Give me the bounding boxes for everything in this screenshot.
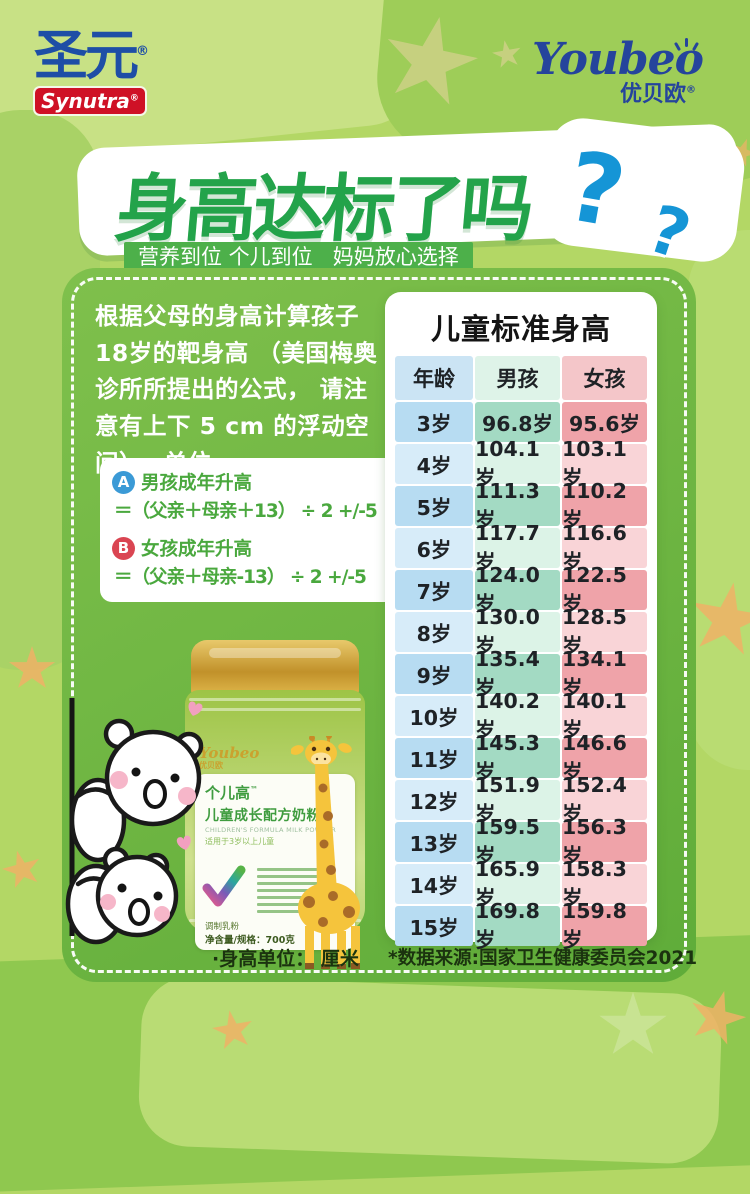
poster-subtitle: 营养到位 个儿到位 妈妈放心选择 (124, 242, 473, 273)
bg-blob (688, 230, 750, 770)
table-cell: 159.5岁 (475, 815, 560, 868)
table-cell: 9岁 (395, 654, 473, 694)
footnote-unit: ·身高单位： 厘米 (212, 948, 359, 970)
table-cell: 116.6岁 (562, 521, 647, 574)
intro-paragraph: 根据父母的身高计算孩子 18岁的靶身高 （美国梅奥 诊所所提出的公式， 请注 意… (95, 302, 378, 477)
footnote-source: *数据来源:国家卫生健康委员会2021 (388, 948, 698, 969)
synutra-logo-cn: 圣元® (34, 24, 149, 87)
table-cell: 15岁 (395, 906, 473, 946)
table-header-2: 女孩 (562, 356, 647, 400)
table-cell: 96.8岁 (475, 402, 560, 442)
table-cell: 146.6岁 (562, 731, 647, 784)
can-lid (191, 640, 359, 698)
table-cell: 159.8岁 (562, 899, 647, 952)
can-net-weight: 净含量/规格：700克 (205, 935, 295, 946)
giraffe-illustration (291, 736, 360, 969)
formula-boys-name: 男孩成年升高 (141, 473, 253, 494)
table-cell: 111.3岁 (475, 479, 560, 532)
table-cell: 140.1岁 (562, 689, 647, 742)
table-cell: 103.1岁 (562, 437, 647, 490)
table-cell: 95.6岁 (562, 402, 647, 442)
trademark-icon: ™ (250, 785, 259, 794)
table-cell: 117.7岁 (475, 521, 560, 574)
formula-boys: A 男孩成年升高 ＝（父亲＋母亲＋13） ÷ 2 +/-5 (112, 469, 390, 523)
table-cell: 14岁 (395, 864, 473, 904)
table-cell: 158.3岁 (562, 857, 647, 910)
formula-boys-expression: ＝（父亲＋母亲＋13） ÷ 2 +/-5 (114, 501, 378, 522)
table-cell: 104.1岁 (475, 437, 560, 490)
table-cell: 8岁 (395, 612, 473, 652)
table-cell: 12岁 (395, 780, 473, 820)
poster-title: 身高达标了吗 (111, 167, 534, 252)
can-feature-list (257, 868, 319, 917)
can-body: Youbeo 优贝欧 个儿高™ 儿童成长配方奶粉 CHILDREN'S FORM… (185, 690, 365, 969)
table-cell: 3岁 (395, 402, 473, 442)
table-cell: 110.2岁 (562, 479, 647, 532)
height-table-card: 儿童标准身高 年龄 男孩 女孩 3岁 96.8岁 95.6岁 4岁 104.1岁 103.1岁 5… (385, 292, 657, 952)
can-brand-logo: Youbeo 优贝欧 (199, 744, 260, 770)
table-cell: 6岁 (395, 528, 473, 568)
checkmark-icon (202, 865, 246, 907)
table-cell: 10岁 (395, 696, 473, 736)
can-product-name: 个儿高™ (205, 784, 259, 802)
can-product-desc: 儿童成长配方奶粉 (205, 808, 321, 824)
youbeo-logo: Youbeo 优贝欧® (525, 38, 710, 108)
formula-girls-expression: ＝（父亲＋母亲-13） ÷ 2 +/-5 (114, 567, 367, 588)
table-cell: 4岁 (395, 444, 473, 484)
table-cell: 152.4岁 (562, 773, 647, 826)
table-cell: 122.5岁 (562, 563, 647, 616)
table-header-1: 男孩 (475, 356, 560, 400)
formula-girls-name: 女孩成年升高 (141, 539, 253, 560)
youbeo-logo-cn: 优贝欧® (619, 82, 696, 107)
table-cell: 124.0岁 (475, 563, 560, 616)
table-cell: 134.1岁 (562, 647, 647, 700)
table-cell: 13岁 (395, 822, 473, 862)
table-cell: 135.4岁 (475, 647, 560, 700)
product-can: Youbeo 优贝欧 个儿高™ 儿童成长配方奶粉 CHILDREN'S FORM… (185, 640, 365, 969)
height-table-grid: 年龄 男孩 女孩 3岁 96.8岁 95.6岁 4岁 104.1岁 103.1岁 5岁 111.3岁… (393, 356, 649, 952)
can-ridge (189, 708, 361, 711)
badge-b-icon: B (112, 536, 135, 560)
table-cell: 130.0岁 (475, 605, 560, 658)
table-cell: 5岁 (395, 486, 473, 526)
can-suitable-age: 适用于3岁以上儿童 (205, 837, 275, 846)
registered-mark-icon: ® (136, 44, 149, 59)
formula-card: A 男孩成年升高 ＝（父亲＋母亲＋13） ÷ 2 +/-5 B 女孩成年升高 ＝… (100, 458, 402, 602)
table-cell: 140.2岁 (475, 689, 560, 742)
table-cell: 128.5岁 (562, 605, 647, 658)
can-brand-cn: 优贝欧 (199, 761, 223, 770)
bears-illustration (65, 698, 204, 945)
table-cell: 156.3岁 (562, 815, 647, 868)
synutra-logo-banner: Synutra® (33, 85, 147, 116)
main-panel: 根据父母的身高计算孩子 18岁的靶身高 （美国梅奥 诊所所提出的公式， 请注 意… (62, 268, 698, 982)
height-table-title: 儿童标准身高 (430, 312, 611, 346)
table-cell: 165.9岁 (475, 857, 560, 910)
formula-girls: B 女孩成年升高 ＝（父亲＋母亲-13） ÷ 2 +/-5 (112, 535, 390, 589)
can-ridge (189, 698, 361, 701)
table-cell: 151.9岁 (475, 773, 560, 826)
registered-mark-icon: ® (129, 93, 139, 104)
table-cell: 145.3岁 (475, 731, 560, 784)
table-cell: 169.8岁 (475, 899, 560, 952)
can-milk-type: 调制乳粉 (205, 922, 240, 932)
sparkle-icon (685, 38, 688, 47)
registered-mark-icon: ® (686, 84, 696, 96)
table-cell: 11岁 (395, 738, 473, 778)
star-icon (0, 845, 46, 893)
badge-a-icon: A (112, 470, 135, 494)
synutra-logo: 圣元® Synutra® (30, 24, 150, 116)
table-header-0: 年龄 (395, 356, 473, 400)
table-cell: 7岁 (395, 570, 473, 610)
can-product-desc-en: CHILDREN'S FORMULA MILK POWDER (205, 826, 337, 834)
